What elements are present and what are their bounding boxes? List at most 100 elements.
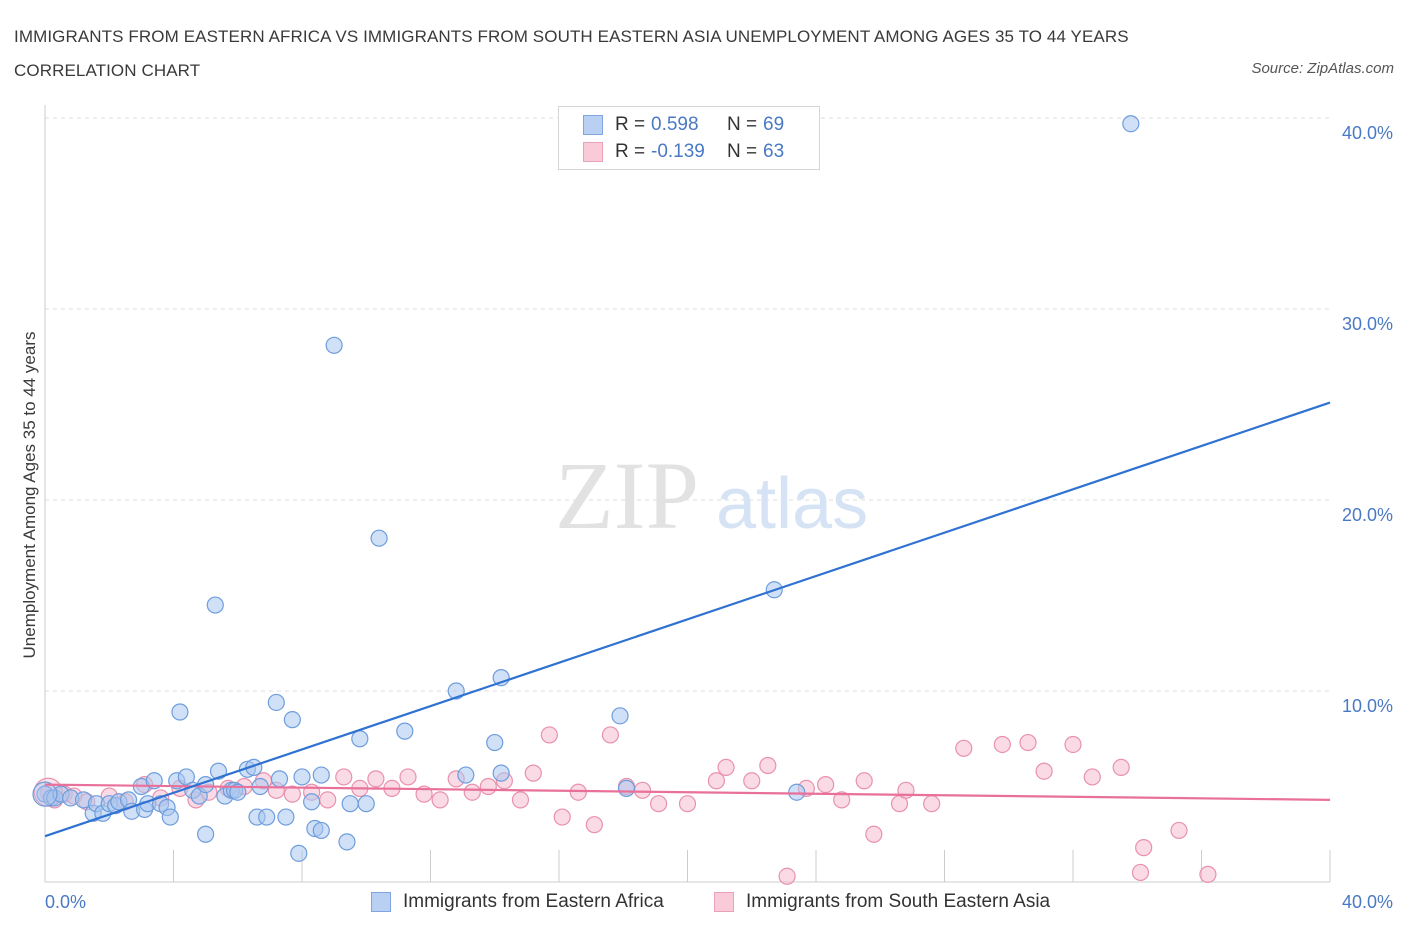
eastern-africa-point xyxy=(617,779,636,798)
watermark-atlas: atlas xyxy=(716,464,868,544)
south-eastern-asia-point xyxy=(1064,735,1082,754)
south-eastern-asia-point xyxy=(479,777,497,796)
eastern-africa-point xyxy=(492,764,510,782)
eastern-africa-point xyxy=(161,808,179,826)
eastern-africa-trend-line xyxy=(44,401,1331,838)
legend-item-eastern-africa: Immigrants from Eastern Africa xyxy=(371,888,664,916)
legend-row-eastern-africa: R = 0.598 N = 69 xyxy=(583,112,784,138)
south-eastern-asia-point xyxy=(717,758,735,777)
south-eastern-asia-point xyxy=(511,791,530,809)
south-eastern-asia-point xyxy=(778,867,796,885)
eastern-africa-point xyxy=(312,766,330,784)
south-eastern-asia-point xyxy=(633,781,652,799)
eastern-africa-point xyxy=(357,795,375,813)
south-eastern-asia-point xyxy=(833,791,851,809)
legend-swatch-pink xyxy=(714,892,734,912)
x-tick-label: 0.0% xyxy=(45,892,86,912)
r-value: -0.139 xyxy=(651,141,705,162)
x-tick-labels: 0.0% 40.0% xyxy=(45,892,1393,912)
south-eastern-asia-point xyxy=(1083,768,1101,786)
eastern-africa-point xyxy=(341,795,359,813)
legend-item-south-eastern-asia: Immigrants from South Eastern Asia xyxy=(714,888,1050,916)
south-eastern-asia-point xyxy=(1019,733,1037,752)
eastern-africa-point xyxy=(171,703,189,721)
legend-label-eastern-africa: Immigrants from Eastern Africa xyxy=(403,891,664,912)
n-value: 63 xyxy=(763,141,785,162)
eastern-africa-point xyxy=(206,596,224,614)
eastern-africa-point xyxy=(229,783,247,801)
eastern-africa-point xyxy=(611,707,629,725)
south-eastern-asia-point xyxy=(569,783,587,801)
south-eastern-asia-point xyxy=(335,768,353,786)
south-eastern-asia-point xyxy=(1170,821,1188,840)
eastern-africa-point xyxy=(270,770,289,788)
eastern-africa-point xyxy=(293,768,311,786)
x-tick-label: 40.0% xyxy=(1342,892,1393,912)
y-tick-label: 40.0% xyxy=(1342,123,1393,143)
south-eastern-asia-point xyxy=(540,726,558,744)
series-eastern-africa-points xyxy=(32,115,1140,862)
eastern-africa-point xyxy=(1122,115,1140,133)
south-eastern-asia-point xyxy=(601,726,620,744)
chart-title: IMMIGRANTS FROM EASTERN AFRICA VS IMMIGR… xyxy=(14,27,1129,80)
south-eastern-asia-point xyxy=(1112,758,1130,777)
south-eastern-asia-point xyxy=(1131,863,1150,882)
south-eastern-asia-point xyxy=(463,783,481,801)
south-eastern-asia-point xyxy=(399,768,417,786)
r-value: 0.598 xyxy=(651,114,699,135)
eastern-africa-point xyxy=(325,336,343,354)
south-eastern-asia-point xyxy=(678,795,697,813)
south-eastern-asia-point xyxy=(585,816,603,834)
south-eastern-asia-point xyxy=(923,795,941,813)
series-south-eastern-asia-points xyxy=(33,726,1217,885)
eastern-africa-point xyxy=(32,781,58,807)
south-eastern-asia-point xyxy=(993,735,1011,754)
south-eastern-asia-point xyxy=(649,795,668,813)
eastern-africa-point xyxy=(312,821,330,840)
eastern-africa-point xyxy=(290,844,308,862)
south-eastern-asia-point xyxy=(743,772,761,790)
n-label: N = xyxy=(727,141,758,162)
eastern-africa-point xyxy=(283,711,301,729)
eastern-africa-point xyxy=(258,808,276,826)
trend-lines xyxy=(44,401,1331,838)
eastern-africa-point xyxy=(277,808,295,826)
south-eastern-asia-point xyxy=(283,785,301,803)
watermark: ZIP atlas xyxy=(555,442,868,549)
eastern-africa-point xyxy=(338,833,356,851)
y-tick-label: 20.0% xyxy=(1342,505,1393,525)
source-label: Source: ZipAtlas.com xyxy=(1251,60,1394,77)
eastern-africa-point xyxy=(396,722,414,740)
eastern-africa-point xyxy=(788,783,806,801)
south-eastern-asia-point xyxy=(817,775,835,794)
eastern-africa-point xyxy=(197,825,215,843)
correlation-legend: R = 0.598 N = 69 R = -0.139 N = 63 xyxy=(558,106,820,170)
legend-swatch-blue xyxy=(371,892,391,912)
grid-lines xyxy=(45,117,1330,692)
south-eastern-asia-point xyxy=(1199,865,1217,883)
south-eastern-asia-point xyxy=(1135,839,1153,857)
y-tick-label: 30.0% xyxy=(1342,314,1393,334)
eastern-africa-point xyxy=(267,693,285,712)
legend-swatch-pink xyxy=(583,142,603,162)
r-label: R = xyxy=(615,141,646,162)
legend-row-south-eastern-asia: R = -0.139 N = 63 xyxy=(583,139,784,165)
eastern-africa-point xyxy=(486,733,504,752)
eastern-africa-point xyxy=(370,529,388,547)
legend-swatch-blue xyxy=(583,115,603,135)
legend-label-south-eastern-asia: Immigrants from South Eastern Asia xyxy=(746,891,1051,912)
r-label: R = xyxy=(615,114,646,135)
south-eastern-asia-point xyxy=(865,825,883,843)
south-eastern-asia-point xyxy=(431,791,449,809)
eastern-africa-point xyxy=(457,766,475,784)
south-eastern-asia-point xyxy=(367,770,385,788)
south-eastern-asia-trend-line xyxy=(44,783,1331,801)
south-eastern-asia-point xyxy=(553,808,571,826)
south-eastern-asia-point xyxy=(707,772,726,790)
south-eastern-asia-point xyxy=(955,739,973,757)
y-axis-title: Unemployment Among Ages 35 to 44 years xyxy=(20,332,39,659)
watermark-zip: ZIP xyxy=(555,442,699,549)
south-eastern-asia-point xyxy=(319,791,337,809)
south-eastern-asia-point xyxy=(855,772,873,790)
